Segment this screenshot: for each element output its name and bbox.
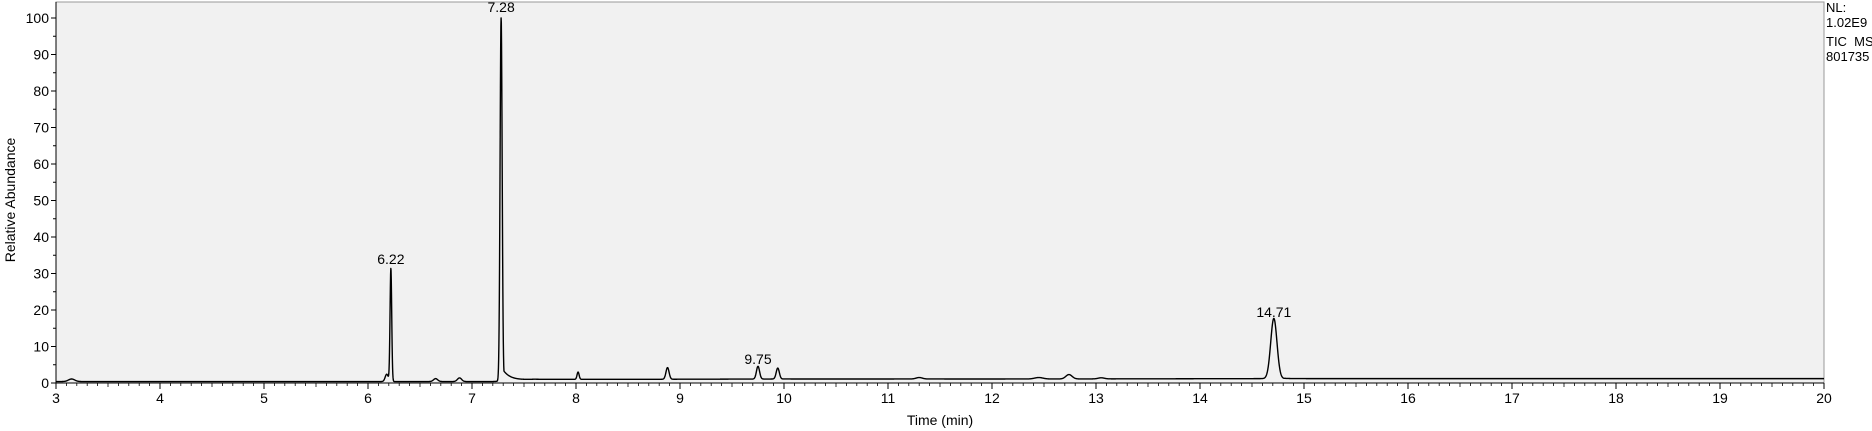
- y-axis-title: Relative Abundance: [2, 138, 18, 263]
- plot-area: [55, 1, 1825, 384]
- x-tick-label: 13: [1088, 390, 1104, 406]
- y-tick-label: 10: [33, 339, 49, 355]
- x-tick-label: 6: [364, 390, 372, 406]
- x-tick-label: 15: [1296, 390, 1312, 406]
- y-tick-label: 100: [26, 10, 50, 26]
- y-axis: 0 10 20 30 40 50 60 70 80 90 100: [26, 2, 57, 391]
- y-tick-label: 60: [33, 156, 49, 172]
- x-tick-label: 7: [468, 390, 476, 406]
- nl-label: NL:: [1826, 0, 1846, 15]
- y-tick-label: 0: [41, 375, 49, 391]
- x-tick-label: 5: [260, 390, 268, 406]
- x-tick-label: 3: [52, 390, 60, 406]
- x-tick-label: 12: [984, 390, 1000, 406]
- x-tick-label: 16: [1400, 390, 1416, 406]
- x-tick-label: 8: [572, 390, 580, 406]
- y-tick-label: 20: [33, 302, 49, 318]
- y-tick-label: 30: [33, 266, 49, 282]
- x-tick-label: 18: [1608, 390, 1624, 406]
- peak-label: 7.28: [487, 0, 514, 15]
- x-tick-label: 9: [676, 390, 684, 406]
- tic-trace-line: [55, 17, 1825, 383]
- x-tick-label: 20: [1816, 390, 1832, 406]
- x-tick-label: 10: [776, 390, 792, 406]
- y-tick-label: 80: [33, 83, 49, 99]
- peak-labels: 6.22 7.28 9.75 14.71: [377, 0, 1291, 367]
- y-tick-label: 70: [33, 120, 49, 136]
- y-tick-label: 50: [33, 193, 49, 209]
- nl-value: 1.02E9: [1826, 15, 1867, 30]
- x-tick-label: 14: [1192, 390, 1208, 406]
- trace-type: TIC MS: [1826, 34, 1872, 49]
- x-tick-label: 19: [1712, 390, 1728, 406]
- peak-label: 14.71: [1256, 304, 1291, 320]
- file-name: 801735: [1826, 49, 1869, 64]
- peak-label: 6.22: [377, 251, 404, 267]
- x-tick-label: 11: [881, 390, 896, 406]
- x-tick-label: 17: [1504, 390, 1520, 406]
- y-tick-label: 90: [33, 47, 49, 63]
- x-axis: 3 4 5 6 7 8 9 10 11 12 13 14 15 16 17 18 19 20: [52, 382, 1832, 406]
- x-axis-title: Time (min): [907, 412, 973, 428]
- peak-label: 9.75: [744, 351, 771, 367]
- x-tick-label: 4: [156, 390, 164, 406]
- y-tick-label: 40: [33, 229, 49, 245]
